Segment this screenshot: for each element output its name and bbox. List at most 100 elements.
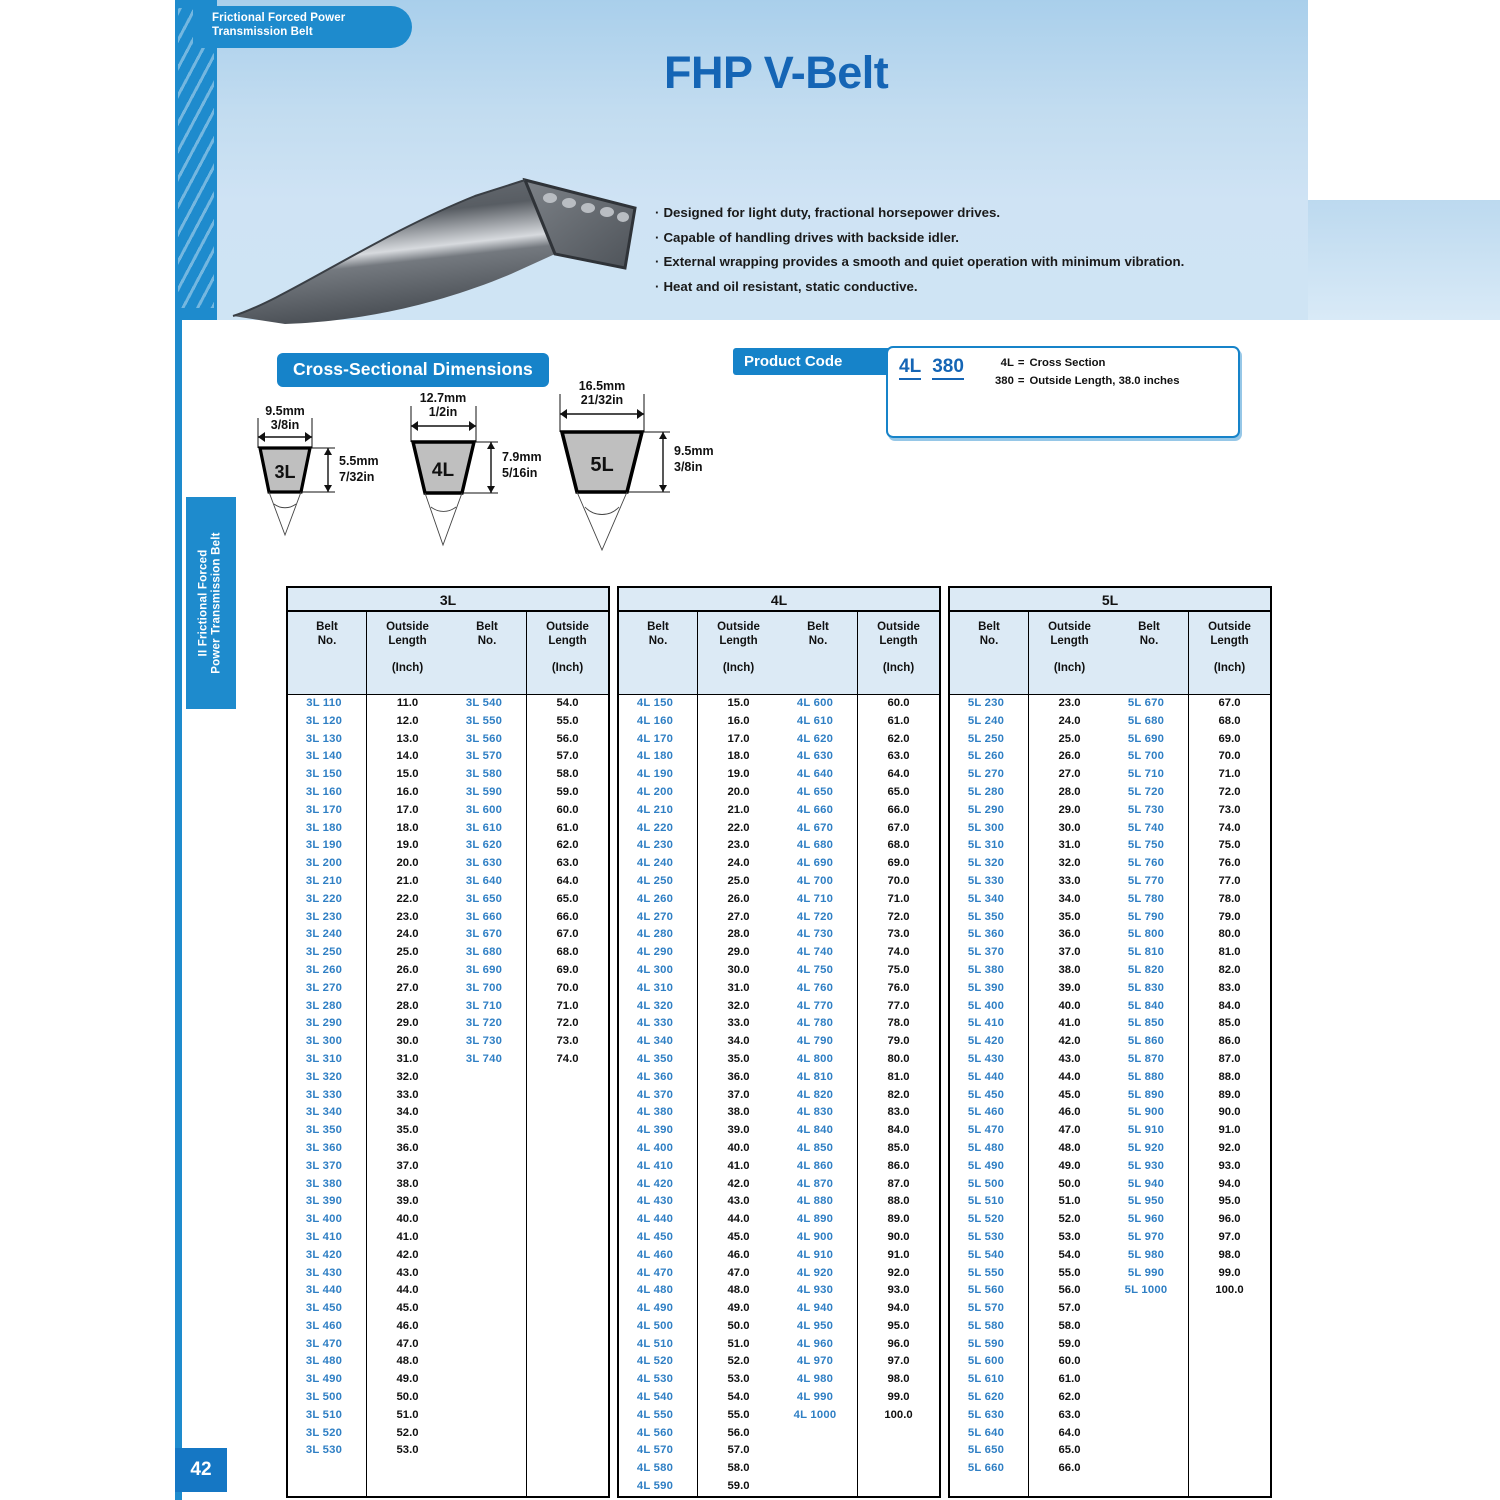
outside-length-cell: 84.0 bbox=[887, 1124, 910, 1137]
outside-length-cell: 39.0 bbox=[727, 1124, 750, 1137]
svg-text:9.5mm: 9.5mm bbox=[265, 404, 305, 418]
svg-text:16.5mm: 16.5mm bbox=[579, 379, 626, 393]
belt-no-cell: 3L 470 bbox=[305, 1337, 343, 1350]
belt-no-cell: 3L 150 bbox=[305, 768, 343, 781]
cross-section-title: Cross-Sectional Dimensions bbox=[277, 353, 549, 387]
belt-no-cell: 5L 890 bbox=[1127, 1088, 1165, 1101]
outside-length-cell bbox=[1189, 1300, 1270, 1318]
belt-no-cell bbox=[1110, 1478, 1188, 1496]
belt-no-cell: 4L 480 bbox=[636, 1284, 674, 1297]
outside-length-cell: 78.0 bbox=[1218, 892, 1241, 905]
belt-no-cell: 5L 490 bbox=[967, 1159, 1005, 1172]
belt-no-cell: 5L 510 bbox=[967, 1195, 1005, 1208]
outside-length-cell bbox=[527, 1158, 608, 1176]
outside-length-cell: 80.0 bbox=[887, 1052, 910, 1065]
belt-no-cell: 5L 540 bbox=[967, 1248, 1005, 1261]
outside-length-cell: 74.0 bbox=[887, 946, 910, 959]
belt-no-cell: 5L 990 bbox=[1127, 1266, 1165, 1279]
outside-length-cell: 77.0 bbox=[887, 999, 910, 1012]
column-header-belt-no: Belt No. bbox=[779, 612, 857, 695]
belt-no-cell: 5L 870 bbox=[1127, 1052, 1165, 1065]
outside-length-cell: 82.0 bbox=[887, 1088, 910, 1101]
outside-length-cell: 17.0 bbox=[396, 803, 419, 816]
belt-no-cell: 4L 730 bbox=[796, 928, 834, 941]
outside-length-cell: 36.0 bbox=[1058, 928, 1081, 941]
belt-no-cell: 4L 910 bbox=[796, 1248, 834, 1261]
belt-no-cell: 4L 690 bbox=[796, 857, 834, 870]
belt-no-cell: 5L 700 bbox=[1127, 750, 1165, 763]
belt-no-cell: 3L 160 bbox=[305, 785, 343, 798]
belt-no-cell bbox=[779, 1460, 857, 1478]
outside-length-cell bbox=[527, 1425, 608, 1443]
belt-no-column: Belt No. 4L 600 4L 610 4L 620 4L 630 4L 640 4L … bbox=[779, 612, 857, 1496]
outside-length-cell bbox=[527, 1140, 608, 1158]
outside-length-column: Outside Length (Inch) 60.0 61.0 62.0 63.0 64.0 6… bbox=[857, 612, 939, 1496]
outside-length-cell: 89.0 bbox=[887, 1213, 910, 1226]
belt-no-cell: 3L 610 bbox=[465, 821, 503, 834]
outside-length-cell: 58.0 bbox=[727, 1462, 750, 1475]
belt-no-cell: 3L 220 bbox=[305, 892, 343, 905]
belt-table-column-pair: Belt No. 4L 600 4L 610 4L 620 4L 630 4L 640 4L … bbox=[779, 612, 939, 1496]
belt-no-cell: 3L 480 bbox=[305, 1355, 343, 1368]
belt-no-cell: 3L 240 bbox=[305, 928, 343, 941]
outside-length-cell: 69.0 bbox=[1218, 732, 1241, 745]
outside-length-cell: 41.0 bbox=[396, 1230, 419, 1243]
belt-no-cell: 4L 600 bbox=[796, 697, 834, 709]
outside-length-cell: 100.0 bbox=[1215, 1284, 1244, 1297]
outside-length-cell bbox=[527, 1211, 608, 1229]
outside-length-cell: 97.0 bbox=[1218, 1230, 1241, 1243]
belt-no-cell bbox=[448, 1176, 526, 1194]
outside-length-cell: 69.0 bbox=[556, 963, 579, 976]
outside-length-cell: 50.0 bbox=[396, 1391, 419, 1404]
belt-no-cell: 3L 680 bbox=[465, 946, 503, 959]
outside-length-cell: 36.0 bbox=[727, 1070, 750, 1083]
outside-length-cell bbox=[1189, 1460, 1270, 1478]
outside-length-cell: 29.0 bbox=[1058, 803, 1081, 816]
cross-section-diagrams: 9.5mm 3/8in 3L 5.5mm 7/32in bbox=[240, 370, 740, 560]
belt-no-cell: 3L 420 bbox=[305, 1248, 343, 1261]
svg-text:7.9mm: 7.9mm bbox=[502, 450, 542, 464]
outside-length-cell: 61.0 bbox=[1058, 1373, 1081, 1386]
outside-length-cell bbox=[1029, 1478, 1110, 1496]
outside-length-cell: 100.0 bbox=[884, 1408, 913, 1421]
belt-no-cell bbox=[779, 1425, 857, 1443]
outside-length-cell: 37.0 bbox=[727, 1088, 750, 1101]
outside-length-cell: 51.0 bbox=[727, 1337, 750, 1350]
belt-table-column-pair: Belt No. 5L 670 5L 680 5L 690 5L 700 5L 710 5L … bbox=[1110, 612, 1270, 1496]
outside-length-cell bbox=[527, 1318, 608, 1336]
belt-no-cell: 4L 700 bbox=[796, 874, 834, 887]
outside-length-cell: 63.0 bbox=[1058, 1408, 1081, 1421]
outside-length-cell: 21.0 bbox=[727, 803, 750, 816]
belt-no-cell: 4L 740 bbox=[796, 946, 834, 959]
outside-length-cell: 92.0 bbox=[887, 1266, 910, 1279]
legend-equals: = bbox=[1017, 374, 1025, 387]
outside-length-cell: 71.0 bbox=[556, 999, 579, 1012]
svg-text:9.5mm: 9.5mm bbox=[674, 444, 714, 458]
belt-no-cell: 4L 330 bbox=[636, 1017, 674, 1030]
belt-no-cell: 5L 710 bbox=[1127, 768, 1165, 781]
outside-length-cell: 58.0 bbox=[1058, 1319, 1081, 1332]
belt-no-cell: 5L 940 bbox=[1127, 1177, 1165, 1190]
belt-no-cell bbox=[1110, 1300, 1188, 1318]
outside-length-cell: 30.0 bbox=[396, 1035, 419, 1048]
outside-length-cell: 64.0 bbox=[1058, 1426, 1081, 1439]
outside-length-cell: 40.0 bbox=[396, 1213, 419, 1226]
outside-length-cell: 96.0 bbox=[887, 1337, 910, 1350]
belt-no-cell bbox=[1110, 1407, 1188, 1425]
outside-length-cell: 42.0 bbox=[1058, 1035, 1081, 1048]
outside-length-cell: 28.0 bbox=[727, 928, 750, 941]
svg-text:5/16in: 5/16in bbox=[502, 466, 537, 480]
outside-length-cell: 17.0 bbox=[727, 732, 750, 745]
list-item: · Capable of handling drives with backsid… bbox=[655, 226, 1295, 251]
outside-length-cell: 72.0 bbox=[1218, 785, 1241, 798]
legend-text: Cross Section bbox=[1029, 357, 1106, 369]
outside-length-cell: 86.0 bbox=[887, 1159, 910, 1172]
belt-no-cell: 3L 660 bbox=[465, 910, 503, 923]
outside-length-cell: 44.0 bbox=[396, 1284, 419, 1297]
belt-no-cell: 4L 380 bbox=[636, 1106, 674, 1119]
cross-section-4l: 12.7mm 1/2in 4L 7.9mm 5/16in bbox=[410, 391, 542, 547]
outside-length-cell: 59.0 bbox=[1058, 1337, 1081, 1350]
outside-length-cell: 40.0 bbox=[727, 1141, 750, 1154]
outside-length-cell: 90.0 bbox=[887, 1230, 910, 1243]
belt-no-cell: 5L 330 bbox=[967, 874, 1005, 887]
